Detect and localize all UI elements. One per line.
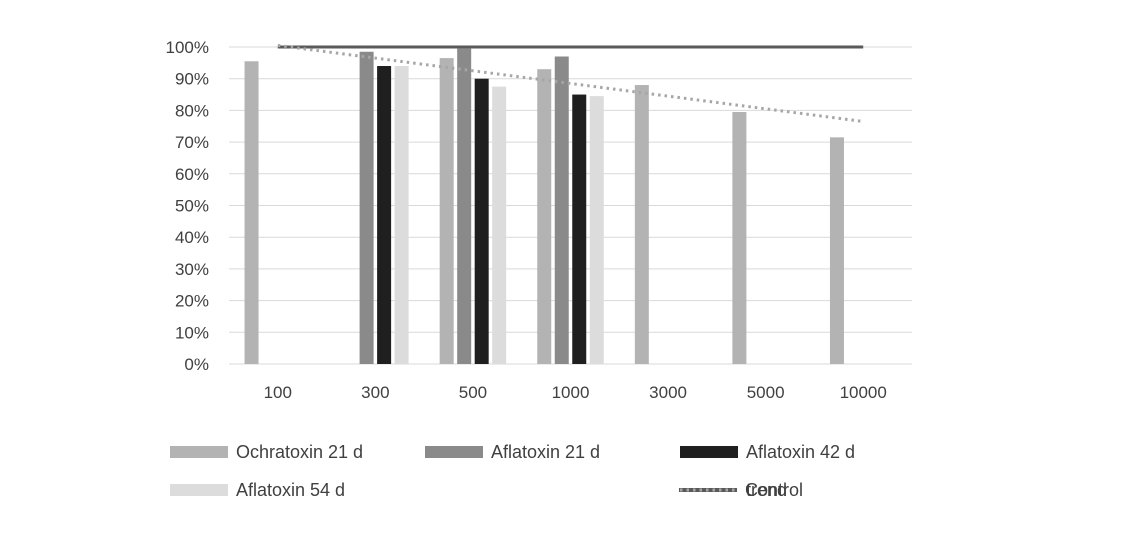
legend-swatch xyxy=(425,446,483,458)
x-tick-label: 10000 xyxy=(840,383,887,402)
legend-label: Ochratoxin 21 d xyxy=(236,442,363,462)
bar xyxy=(589,96,604,364)
bar xyxy=(554,56,569,364)
y-tick-label: 80% xyxy=(175,101,209,120)
legend-swatch xyxy=(170,446,228,458)
bar xyxy=(634,85,649,364)
bar xyxy=(492,86,507,364)
legend-label: Aflatoxin 21 d xyxy=(491,442,600,462)
y-axis-tick-labels: 0% 10% 20% 30% 40% 50% 60% 70% 80% 90% 100% xyxy=(166,38,209,374)
y-tick-label: 20% xyxy=(175,292,209,311)
y-tick-label: 100% xyxy=(166,38,209,57)
bar xyxy=(572,94,587,365)
bar xyxy=(394,66,409,365)
legend-label: Aflatoxin 42 d xyxy=(746,442,855,462)
legend-label: trend xyxy=(746,480,787,500)
x-tick-label: 300 xyxy=(361,383,389,402)
y-tick-label: 60% xyxy=(175,165,209,184)
legend-swatch xyxy=(170,484,228,496)
y-tick-label: 40% xyxy=(175,228,209,247)
bar xyxy=(457,48,472,365)
bar xyxy=(377,66,392,365)
x-tick-label: 1000 xyxy=(552,383,590,402)
y-tick-label: 10% xyxy=(175,323,209,342)
bar xyxy=(829,137,844,364)
legend-swatch xyxy=(680,446,738,458)
bar xyxy=(359,51,374,364)
x-axis-tick-labels: 100 300 500 1000 3000 5000 10000 xyxy=(264,383,887,402)
bar xyxy=(439,58,454,364)
bars xyxy=(244,48,844,365)
lines xyxy=(277,43,864,123)
bar xyxy=(474,78,489,364)
legend-label: Control xyxy=(745,480,803,500)
legend: Ochratoxin 21 d Aflatoxin 21 d Aflatoxin 4… xyxy=(170,442,855,500)
y-tick-label: 70% xyxy=(175,133,209,152)
y-tick-label: 90% xyxy=(175,70,209,89)
bar xyxy=(537,69,552,364)
x-tick-label: 100 xyxy=(264,383,292,402)
y-tick-label: 50% xyxy=(175,197,209,216)
x-tick-label: 500 xyxy=(459,383,487,402)
legend-label: Aflatoxin 54 d xyxy=(236,480,345,500)
y-tick-label: 0% xyxy=(184,355,209,374)
y-tick-label: 30% xyxy=(175,260,209,279)
x-tick-label: 3000 xyxy=(649,383,687,402)
bar xyxy=(732,111,747,364)
trend-line xyxy=(277,43,864,123)
bar xyxy=(244,61,259,364)
gridlines xyxy=(229,46,912,365)
x-tick-label: 5000 xyxy=(747,383,785,402)
